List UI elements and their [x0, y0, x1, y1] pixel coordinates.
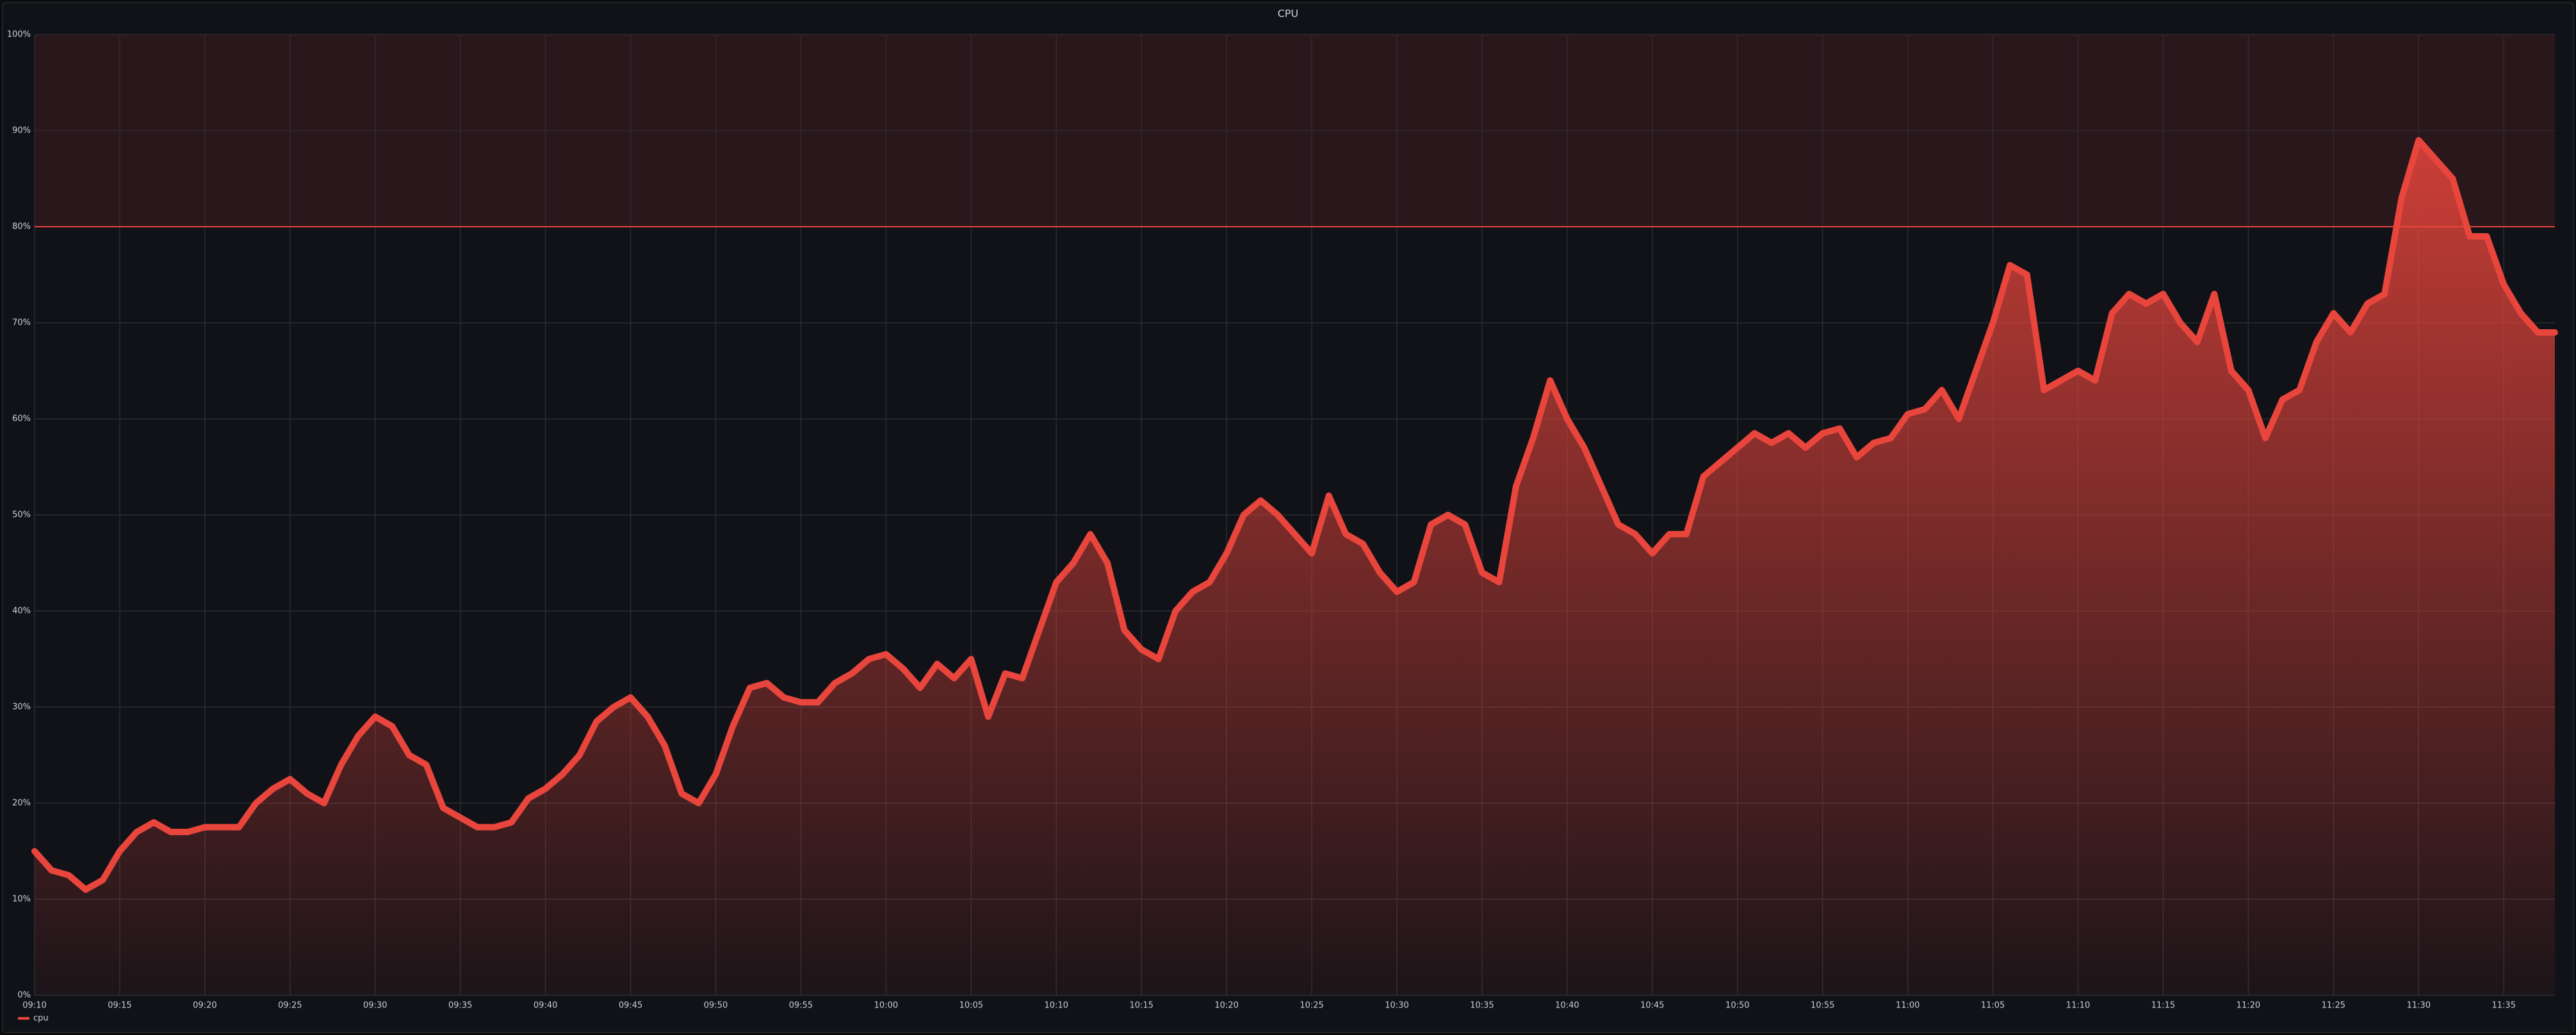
- x-tick-label: 10:10: [1045, 1001, 1068, 1011]
- x-tick-label: 11:25: [2322, 1001, 2345, 1011]
- area-fill: [35, 140, 2555, 995]
- chart-title: CPU: [1278, 8, 1299, 20]
- x-tick-label: 11:30: [2407, 1001, 2431, 1011]
- x-tick-label: 09:15: [108, 1001, 131, 1011]
- x-tick-label: 11:35: [2492, 1001, 2516, 1011]
- y-tick-label: 90%: [12, 126, 31, 136]
- x-tick-label: 10:40: [1555, 1001, 1579, 1011]
- x-tick-label: 10:05: [959, 1001, 983, 1011]
- legend-label: cpu: [33, 1014, 49, 1023]
- x-tick-label: 11:15: [2151, 1001, 2175, 1011]
- x-tick-label: 09:40: [534, 1001, 557, 1011]
- x-tick-label: 11:00: [1896, 1001, 1920, 1011]
- y-tick-label: 30%: [12, 703, 31, 712]
- y-tick-label: 20%: [12, 799, 31, 808]
- y-tick-label: 50%: [12, 510, 31, 520]
- y-tick-label: 80%: [12, 222, 31, 232]
- y-tick-label: 100%: [7, 30, 31, 40]
- x-tick-label: 10:35: [1470, 1001, 1494, 1011]
- x-tick-label: 10:30: [1385, 1001, 1408, 1011]
- x-tick-label: 10:20: [1214, 1001, 1238, 1011]
- x-tick-label: 10:45: [1640, 1001, 1664, 1011]
- x-tick-label: 09:25: [278, 1001, 302, 1011]
- x-tick-label: 11:05: [1981, 1001, 2005, 1011]
- y-tick-label: 70%: [12, 318, 31, 328]
- x-tick-label: 09:45: [619, 1001, 642, 1011]
- x-tick-label: 09:20: [193, 1001, 216, 1011]
- y-tick-label: 10%: [12, 895, 31, 904]
- x-tick-label: 09:35: [448, 1001, 472, 1011]
- x-tick-label: 09:55: [789, 1001, 813, 1011]
- y-tick-label: 0%: [17, 991, 31, 1000]
- x-tick-label: 09:10: [22, 1001, 46, 1011]
- x-tick-label: 10:00: [874, 1001, 898, 1011]
- y-tick-label: 40%: [12, 607, 31, 616]
- x-tick-label: 11:20: [2237, 1001, 2260, 1011]
- x-tick-label: 10:50: [1725, 1001, 1749, 1011]
- x-tick-label: 09:30: [363, 1001, 387, 1011]
- x-tick-label: 11:10: [2066, 1001, 2090, 1011]
- y-tick-label: 60%: [12, 414, 31, 424]
- x-tick-label: 09:50: [704, 1001, 728, 1011]
- x-tick-label: 10:15: [1129, 1001, 1153, 1011]
- x-tick-label: 10:55: [1811, 1001, 1834, 1011]
- x-tick-label: 10:25: [1300, 1001, 1323, 1011]
- series-line: [31, 137, 2558, 893]
